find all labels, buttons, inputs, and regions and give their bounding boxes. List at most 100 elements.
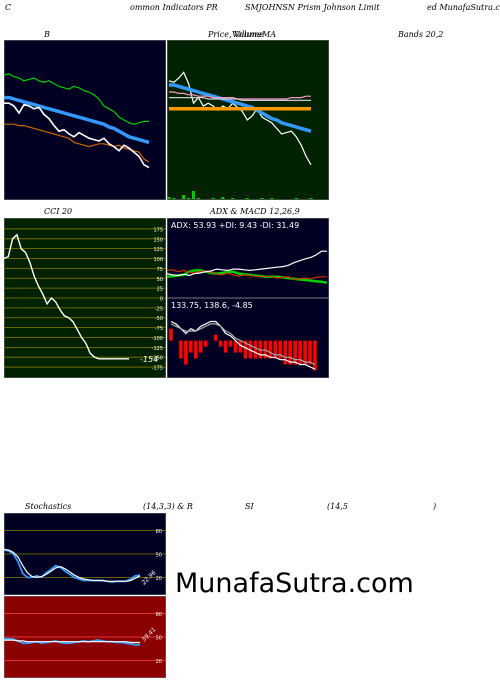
volume-bar [196,198,200,199]
stoch-label-b: (14,3,3) & R [143,502,193,511]
bollinger-bands-price-line [4,102,150,169]
bollinger-bands-middle-line [4,95,150,145]
macd-histogram-bar [238,340,243,353]
adx-adx-line [167,269,328,284]
macd-histogram-bar [283,340,288,365]
cci-tick-label: 125 [153,247,163,253]
volume-bar [245,198,249,199]
rsi-tick-label: 50 [156,636,162,642]
macd-histogram-bar [313,340,317,371]
rsi-tick-label: 80 [156,612,162,618]
volume-bar [309,198,313,199]
volume-bar [182,195,186,199]
stoch-tick-label: 50 [156,553,162,559]
cci-tick-label: 50 [157,277,163,283]
cci-tick-label: -100 [152,336,163,342]
cci-tick-label: -50 [155,316,163,322]
price-volume-ma-ma-pink-line [169,91,311,100]
macd-histogram-bar [228,340,233,347]
cci-tick-label: -75 [155,326,163,332]
bollinger-bands-lower-line [4,123,150,163]
macd-histogram-bar [184,340,188,365]
macd-histogram-bar [233,340,238,353]
stoch-label-a: Stochastics [25,502,72,511]
stoch-tick-label: 80 [156,529,162,535]
price-ma-chart [167,40,329,200]
cci-label: CCI 20 [44,207,73,216]
cci-tick-label: 175 [153,227,163,233]
adx-plus-di-line [167,269,327,281]
rsi-rsi-line [4,637,140,646]
volume-bar [270,198,274,199]
cci-tick-label: -150 [152,356,163,362]
macd-histogram-bar [223,340,228,353]
macd-histogram-bar [198,340,203,353]
cci-tick-label: 100 [153,257,163,263]
cci-cci-line [4,233,129,360]
volume-bar [191,191,195,199]
macd-histogram-bar [303,340,307,365]
header-center-left: ommon Indicators PR [130,3,218,12]
cci-tick-label: 150 [153,237,163,243]
volume-bar [172,198,176,199]
adx-chart: ADX: 53.93 +DI: 9.43 -DI: 31.49 [167,218,329,298]
volume-overlap-label: Volume [234,30,264,39]
cci-tick-label: 0 [160,297,163,303]
bollinger-label: B [44,30,50,39]
volume-bar [260,198,264,199]
macd-histogram-bar [218,340,223,347]
volume-bar [187,198,191,199]
macd-histogram-bar [213,334,218,341]
stoch-label-d: (14,5 [327,502,348,511]
macd-histogram-bar [243,340,248,359]
price-label: Price, [208,30,232,39]
stoch-label-c: SI [245,502,254,511]
header-center: SMJOHNSN Prism Johnson Limit [245,3,380,12]
macd-histogram-bar [179,340,183,359]
ma-label: MA [262,30,276,39]
volume-bar [294,198,298,199]
macd-histogram-bar [273,340,278,359]
macd-histogram-bar [189,340,193,353]
adx-title: ADX: 53.93 +DI: 9.43 -DI: 31.49 [171,221,299,230]
cci-chart: 175 150 125 100 75 50 25 0 -25 -50 -75 -100 -125 -150… [4,218,166,378]
header-right: ed MunafaSutra.com [427,3,500,12]
cci-tick-label: 25 [157,287,163,293]
macd-histogram-bar [194,340,198,359]
price-volume-ma-ma-blue-line [169,83,312,133]
macd-signal-line [170,323,316,366]
stoch-tick-label: 20 [156,576,162,582]
macd-histogram-bar [263,340,268,359]
macd-title: 133.75, 138.6, -4.85 [171,301,253,310]
macd-histogram-bar [293,340,297,365]
macd-histogram-bar [298,340,302,365]
price-volume-ma-ma-grey-line [169,96,311,102]
macd-histogram-bar [308,340,312,365]
watermark: MunafaSutra.com [175,568,414,599]
header-left: C [5,3,12,12]
adx-minus-di-line [167,250,327,277]
volume-bar [231,198,235,199]
adx-macd-label: ADX & MACD 12,26,9 [210,207,300,216]
volume-bar [211,198,215,199]
volume-bar [167,197,171,199]
macd-histogram-bar [253,340,258,359]
macd-chart: 133.75, 138.6, -4.85 [167,298,329,378]
bands-label: Bands 20,2 [398,30,444,39]
rsi-rsi-ma-line [4,639,140,644]
cci-tick-label: 75 [157,267,163,273]
cci-tick-label: -25 [155,306,163,312]
volume-label: Volume [232,30,262,39]
macd-histogram-bar [288,340,292,365]
macd-histogram-bar [203,340,208,347]
stoch-label-e: ) [433,502,437,511]
volume-bar [221,197,225,199]
cci-last-label: -154 [140,355,158,364]
rsi-tick-label: 20 [156,659,162,665]
bollinger-bands-upper-line [4,73,149,125]
macd-histogram-bar [169,328,173,341]
macd-histogram-bar [268,340,273,359]
cci-tick-label: -175 [152,366,163,372]
